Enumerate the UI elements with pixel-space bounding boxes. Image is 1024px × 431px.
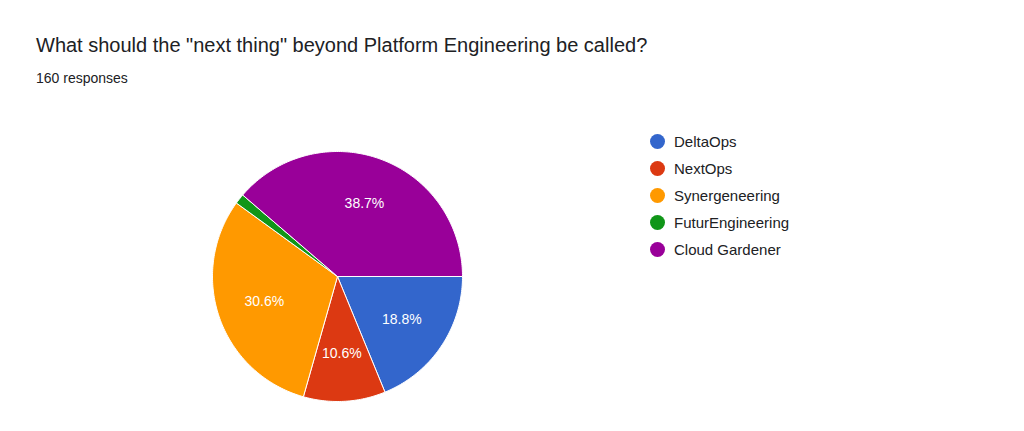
html-text:What should the "next thing" b: What should the "next thing" beyond Plat… [36, 34, 648, 56]
svg-text:18.8%: 18.8% [382, 311, 422, 327]
html-text:FuturEngineering: FuturEngineering [674, 214, 790, 231]
html-text:160 responses: 160 responses [36, 70, 128, 86]
html-text:Synergeneering: Synergeneering [674, 187, 780, 204]
html-text:Cloud Gardener: Cloud Gardener [674, 241, 781, 258]
svg-text:38.7%: 38.7% [345, 195, 385, 211]
svg-text:30.6%: 30.6% [244, 293, 284, 309]
svg-text:10.6%: 10.6% [322, 345, 362, 361]
html-text:DeltaOps: DeltaOps [674, 133, 737, 150]
html-text:NextOps: NextOps [674, 160, 733, 177]
